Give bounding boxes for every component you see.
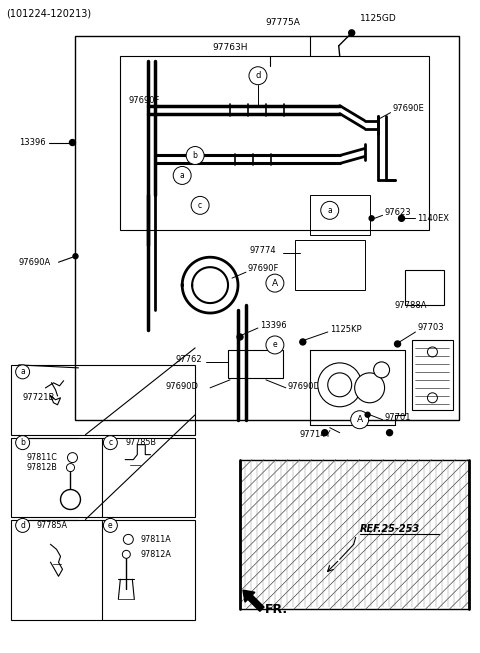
Circle shape bbox=[60, 490, 81, 509]
Circle shape bbox=[68, 453, 77, 462]
Text: 97774: 97774 bbox=[250, 246, 276, 255]
Circle shape bbox=[351, 411, 369, 429]
Text: 97721B: 97721B bbox=[23, 393, 55, 402]
Text: A: A bbox=[272, 279, 278, 287]
Text: c: c bbox=[108, 438, 112, 447]
Circle shape bbox=[321, 201, 339, 219]
Text: 97714Y: 97714Y bbox=[300, 430, 331, 439]
Circle shape bbox=[266, 336, 284, 354]
Text: 97785A: 97785A bbox=[36, 521, 68, 530]
Circle shape bbox=[318, 363, 361, 407]
Text: 97690F: 97690F bbox=[128, 96, 160, 105]
Circle shape bbox=[249, 67, 267, 85]
Circle shape bbox=[73, 254, 78, 259]
Text: 97812A: 97812A bbox=[140, 550, 171, 559]
Text: 97775A: 97775A bbox=[265, 18, 300, 27]
Bar bbox=[405, 270, 444, 305]
Circle shape bbox=[124, 552, 128, 556]
Circle shape bbox=[398, 215, 405, 221]
Text: a: a bbox=[327, 206, 332, 215]
Text: e: e bbox=[108, 521, 113, 530]
Text: 1125GD: 1125GD bbox=[360, 14, 396, 24]
Text: c: c bbox=[198, 201, 202, 210]
Text: b: b bbox=[192, 151, 198, 160]
Circle shape bbox=[237, 334, 243, 340]
Circle shape bbox=[122, 550, 130, 558]
Bar bbox=[11, 520, 195, 620]
Bar bbox=[228, 350, 283, 378]
Text: 97690D: 97690D bbox=[288, 382, 321, 391]
Text: 97701: 97701 bbox=[384, 413, 411, 422]
Circle shape bbox=[16, 365, 30, 379]
Text: b: b bbox=[20, 438, 25, 447]
Circle shape bbox=[16, 518, 30, 532]
Text: A: A bbox=[357, 415, 363, 424]
Text: a: a bbox=[180, 171, 184, 180]
Text: 97788A: 97788A bbox=[395, 300, 427, 310]
Circle shape bbox=[300, 339, 306, 345]
Bar bbox=[120, 56, 430, 231]
Text: 97763H: 97763H bbox=[212, 43, 248, 52]
Text: REF.25-253: REF.25-253 bbox=[360, 524, 420, 534]
Text: 97690E: 97690E bbox=[393, 104, 424, 113]
Text: 97690D: 97690D bbox=[165, 382, 198, 391]
Circle shape bbox=[16, 436, 30, 450]
Circle shape bbox=[103, 436, 117, 450]
Text: 97690F: 97690F bbox=[248, 264, 279, 273]
Circle shape bbox=[328, 373, 352, 397]
Circle shape bbox=[395, 341, 400, 347]
Text: 97785B: 97785B bbox=[125, 438, 156, 447]
Text: 97812B: 97812B bbox=[26, 463, 58, 472]
Bar bbox=[411, 340, 454, 410]
Bar bbox=[11, 438, 195, 517]
Circle shape bbox=[386, 430, 393, 436]
FancyArrow shape bbox=[243, 590, 264, 611]
Circle shape bbox=[123, 534, 133, 545]
Circle shape bbox=[373, 362, 390, 378]
Circle shape bbox=[103, 518, 117, 532]
Circle shape bbox=[67, 464, 74, 471]
Circle shape bbox=[365, 412, 370, 417]
Text: FR.: FR. bbox=[265, 603, 288, 616]
Text: d: d bbox=[255, 71, 261, 80]
Bar bbox=[310, 195, 370, 235]
Circle shape bbox=[68, 465, 73, 470]
Text: 97623: 97623 bbox=[384, 208, 411, 217]
Circle shape bbox=[186, 146, 204, 165]
Circle shape bbox=[191, 197, 209, 214]
Text: (101224-120213): (101224-120213) bbox=[6, 9, 91, 19]
Bar bbox=[11, 365, 195, 435]
Bar bbox=[75, 36, 459, 420]
Bar bbox=[240, 460, 469, 609]
Text: 97811A: 97811A bbox=[140, 535, 171, 544]
Circle shape bbox=[369, 216, 374, 221]
Circle shape bbox=[173, 167, 191, 184]
Text: 1125KP: 1125KP bbox=[330, 325, 361, 334]
Text: 97703: 97703 bbox=[418, 323, 444, 332]
Text: a: a bbox=[20, 368, 25, 376]
Text: 13396: 13396 bbox=[19, 138, 45, 147]
Text: d: d bbox=[20, 521, 25, 530]
Circle shape bbox=[70, 140, 75, 146]
Bar bbox=[295, 240, 365, 290]
Circle shape bbox=[322, 430, 328, 436]
Circle shape bbox=[266, 274, 284, 292]
Circle shape bbox=[355, 373, 384, 403]
Text: 1140EX: 1140EX bbox=[418, 214, 449, 223]
Text: 97690A: 97690A bbox=[19, 258, 51, 266]
Bar bbox=[240, 460, 469, 609]
Text: 13396: 13396 bbox=[260, 321, 287, 330]
Circle shape bbox=[348, 30, 355, 36]
Text: 97762: 97762 bbox=[175, 355, 202, 364]
Text: 97811C: 97811C bbox=[26, 453, 58, 462]
Text: e: e bbox=[273, 340, 277, 349]
